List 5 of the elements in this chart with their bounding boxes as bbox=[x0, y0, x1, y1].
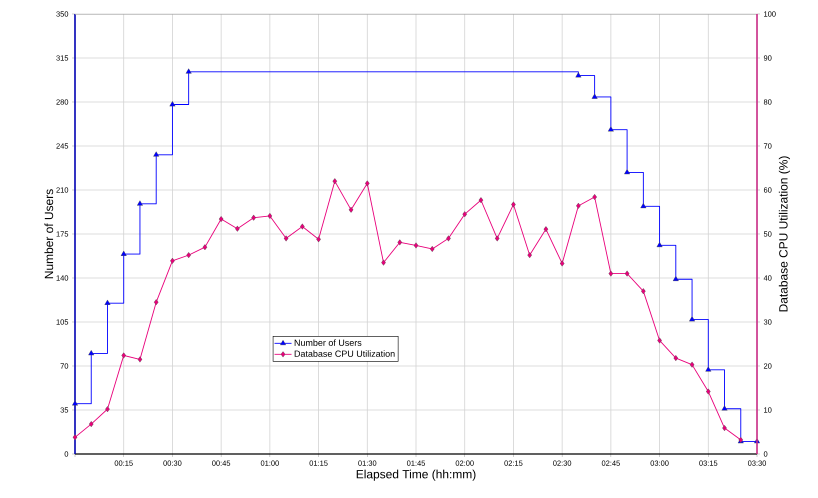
x-axis-title: Elapsed Time (hh:mm) bbox=[356, 470, 476, 481]
y2-axis-title: Database CPU Utilization (%) bbox=[778, 156, 790, 312]
legend-label: Database CPU Utilization bbox=[294, 350, 395, 357]
y-axis-title: Number of Users bbox=[44, 189, 54, 278]
legend-label: Number of Users bbox=[294, 339, 362, 346]
